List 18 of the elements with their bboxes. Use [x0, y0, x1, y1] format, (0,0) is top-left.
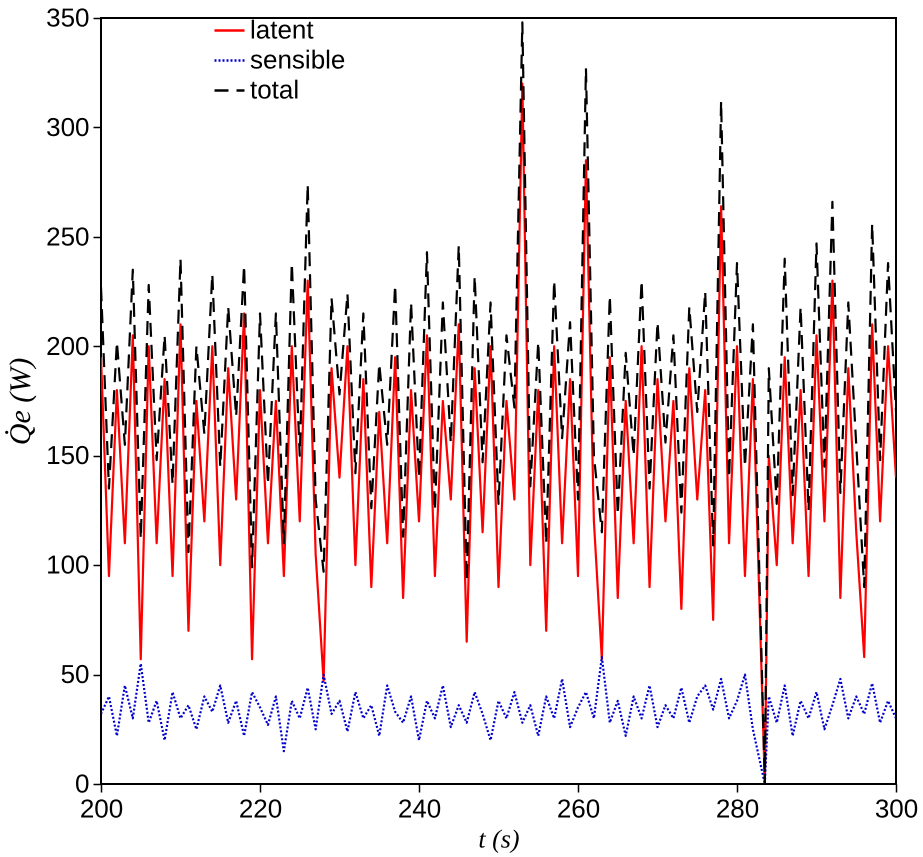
y-tick-label: 150 — [46, 440, 90, 470]
x-tick-label: 280 — [716, 794, 760, 824]
y-axis-title: Q̇e (W) — [4, 358, 38, 446]
x-tick-label: 260 — [556, 794, 600, 824]
legend-label: sensible — [250, 44, 346, 74]
x-tick-label: 300 — [874, 794, 918, 824]
legend-label: latent — [250, 14, 314, 44]
y-tick-label: 250 — [46, 221, 90, 252]
x-tick-label: 240 — [398, 794, 442, 824]
y-tick-label: 350 — [46, 2, 90, 32]
legend-label: total — [250, 74, 300, 104]
line-series — [101, 656, 896, 784]
y-tick-label: 200 — [46, 330, 90, 361]
x-axis-title: t (s) — [478, 824, 520, 854]
y-tick-label: 300 — [46, 112, 90, 142]
y-tick-label: 50 — [60, 659, 90, 690]
y-tick-label: 100 — [46, 550, 90, 580]
x-tick-label: 220 — [238, 794, 282, 824]
